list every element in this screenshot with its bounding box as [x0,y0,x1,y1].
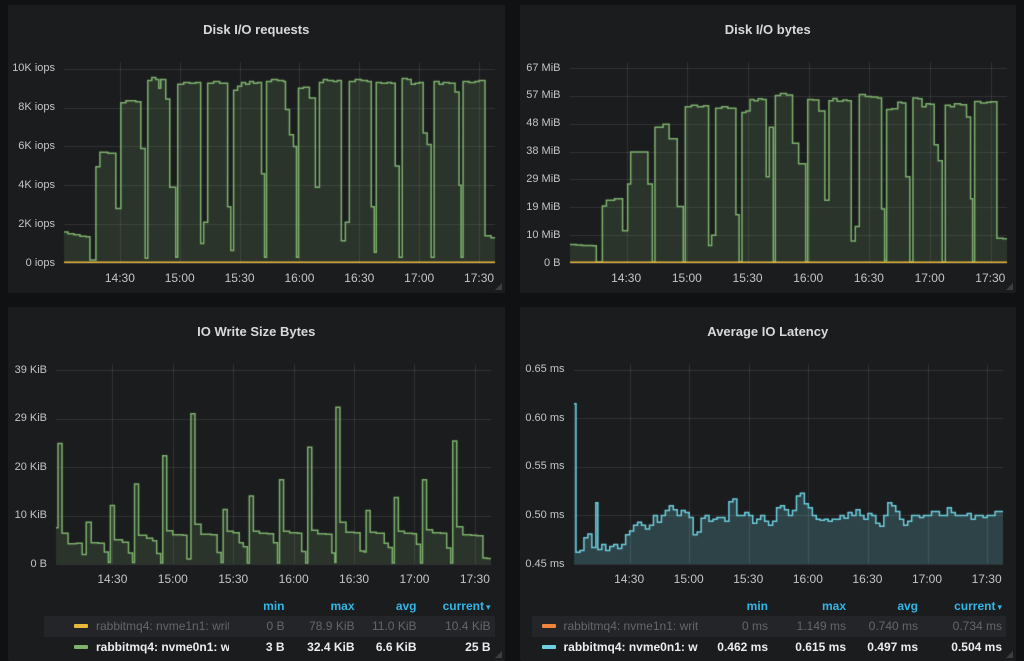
chart-canvas-disk-io-requests[interactable] [8,53,505,293]
series-label[interactable]: rabbitmq4: nvme0n1: write [96,640,229,655]
legend-col-max[interactable]: max [330,598,355,613]
legend-value-current: 10.4 KiB [445,619,491,634]
chart-canvas-io-write-size-bytes[interactable] [8,355,505,594]
panel-disk-io-requests: Disk I/O requests 0 iops 2K iops 4K iops 6K… [8,5,505,293]
chart-canvas-disk-io-bytes[interactable] [519,53,1016,293]
legend-value-min: 0 B [266,619,285,634]
chart-canvas-average-io-latency[interactable] [519,355,1016,594]
legend-row: rabbitmq4: nvme0n1: write 3 B 32.4 KiB 6.6 … [44,637,495,658]
legend-value-max: 0.615 ms [795,640,846,655]
legend-col-avg[interactable]: avg [897,598,918,613]
legend-header-row: min max avg current ▾ [532,596,1007,616]
series-color-swatch[interactable] [74,645,88,650]
legend-value-max: 32.4 KiB [307,640,355,655]
legend-value-current: 25 B [465,640,491,655]
chart-average-io-latency: 0.45 ms 0.50 ms 0.55 ms 0.60 ms 0.65 ms 14:30… [519,355,1016,594]
legend-row: rabbitmq4: nvme1n1: write 0 B 78.9 KiB 11.0… [44,615,495,637]
legend-value-min: 0.462 ms [717,640,768,655]
legend-series-cell: rabbitmq4: nvme1n1: write [541,619,699,634]
chart-io-write-size-bytes: 0 B 10 KiB 20 KiB 29 KiB 39 KiB 14:30 15:00 15:… [8,355,505,594]
series-color-swatch[interactable] [541,624,556,629]
legend-header-row: min max avg current ▾ [44,596,495,616]
sort-caret-icon: ▾ [997,601,1002,612]
legend-value-avg: 6.6 KiB [375,640,417,655]
legend-value-min: 3 B [265,640,285,655]
series-color-swatch[interactable] [74,624,88,629]
legend-value-avg: 0.740 ms [868,619,918,634]
legend-col-max[interactable]: max [821,598,846,613]
legend-col-min[interactable]: min [263,598,285,613]
sort-caret-icon: ▾ [485,601,491,612]
panel-title-average-io-latency[interactable]: Average IO Latency [707,323,829,339]
chart-disk-io-requests: 0 iops 2K iops 4K iops 6K iops 8K iops 10K io… [8,53,505,293]
panel-resize-handle[interactable] [1006,651,1013,658]
legend-col-avg[interactable]: avg [395,598,417,613]
series-label[interactable]: rabbitmq4: nvme0n1: write [563,640,699,655]
legend-value-avg: 11.0 KiB [372,619,417,634]
legend-value-min: 0 ms [741,619,768,634]
panel-title-io-write-size-bytes[interactable]: IO Write Size Bytes [197,323,316,339]
legend-value-avg: 0.497 ms [867,640,918,655]
legend-average-io-latency: min max avg current ▾ rabbitmq4: nvme1n1: wri… [531,596,1007,658]
series-label[interactable]: rabbitmq4: nvme1n1: write [563,619,699,634]
legend-value-max: 1.149 ms [796,619,846,634]
chart-disk-io-bytes: 0 B 10 MiB 19 MiB 29 MiB 38 MiB 48 MiB 57 MiB 6… [519,53,1016,293]
panel-io-write-size-bytes: IO Write Size Bytes 0 B 10 KiB 20 KiB 29 Ki… [8,307,505,661]
legend-row: rabbitmq4: nvme0n1: write 0.462 ms 0.615 m… [532,637,1007,658]
legend-io-write-size-bytes: min max avg current ▾ rabbitmq4: nvme1n1: wri… [44,596,495,658]
legend-col-current[interactable]: current ▾ [954,598,1002,613]
legend-series-cell: rabbitmq4: nvme0n1: write [541,640,699,655]
panel-resize-handle[interactable] [494,283,502,290]
legend-series-cell: rabbitmq4: nvme1n1: write [74,619,229,633]
panel-title-disk-io-bytes[interactable]: Disk I/O bytes [724,21,811,37]
legend-value-current: 0.734 ms [952,619,1002,634]
panel-title-disk-io-requests[interactable]: Disk I/O requests [203,21,310,37]
grafana-dashboard: Disk I/O requests 0 iops 2K iops 4K iops 6K… [8,5,1016,661]
legend-series-cell: rabbitmq4: nvme0n1: write [74,640,229,654]
panel-resize-handle[interactable] [494,651,502,658]
legend-col-min[interactable]: min [746,598,768,613]
legend-col-current[interactable]: current ▾ [442,598,491,613]
panel-disk-io-bytes: Disk I/O bytes 0 B 10 MiB 19 MiB 29 MiB 38 M… [519,5,1016,293]
legend-row: rabbitmq4: nvme1n1: write 0 ms 1.149 ms 0.7… [531,615,1006,637]
series-label[interactable]: rabbitmq4: nvme1n1: write [96,619,229,634]
panel-average-io-latency: Average IO Latency 0.45 ms 0.50 ms 0.55 ms… [519,307,1016,661]
series-color-swatch[interactable] [541,645,556,650]
legend-value-current: 0.504 ms [951,640,1002,655]
panel-resize-handle[interactable] [1006,283,1013,290]
legend-value-max: 78.9 KiB [309,619,355,634]
